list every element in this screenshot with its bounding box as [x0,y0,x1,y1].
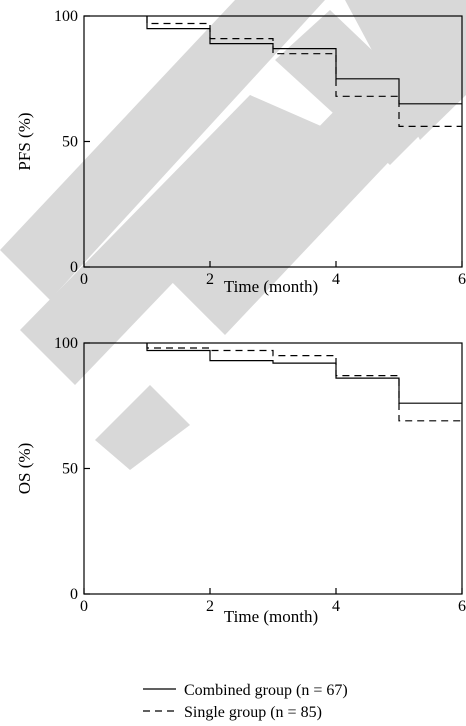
watermark-stroke [240,95,330,210]
series-line-single [146,343,462,422]
legend-label-combined: Combined group (n = 67) [184,682,348,699]
y-tick-label: 100 [54,8,78,25]
watermark-stroke [0,0,325,300]
watermark-stroke [140,205,265,325]
x-tick-label: 4 [332,598,340,615]
plot-frame [83,342,463,595]
series-line-combined [146,343,462,404]
x-tick-label: 6 [458,271,466,288]
watermark-stroke [345,0,466,140]
y-tick-label: 50 [62,134,78,151]
x-tick-label: 2 [206,271,214,288]
x-tick-label: 0 [80,271,88,288]
legend: Combined group (n = 67) Single group (n … [143,682,348,721]
pfs-panel: 0 2 4 6 0 50 100 Time (month) PFS (%) [15,8,466,296]
x-axis-label: Time (month) [224,277,318,296]
retracted-watermark [0,0,466,470]
x-tick-label: 2 [206,598,214,615]
y-tick-label: 100 [54,335,78,352]
x-tick-label: 6 [458,598,466,615]
series-line-single [146,16,462,128]
y-axis-label: OS (%) [15,443,34,494]
y-tick-label: 50 [62,461,78,478]
x-tick-label: 4 [332,271,340,288]
y-tick-label: 0 [70,259,78,276]
y-axis-label: PFS (%) [15,112,34,170]
x-axis-label: Time (month) [224,607,318,626]
os-panel: 0 2 4 6 0 50 100 Time (month) OS (%) [15,335,466,626]
watermark-stroke [95,385,190,470]
y-tick-label: 0 [70,586,78,603]
legend-label-single: Single group (n = 85) [184,704,322,721]
x-tick-label: 0 [80,598,88,615]
